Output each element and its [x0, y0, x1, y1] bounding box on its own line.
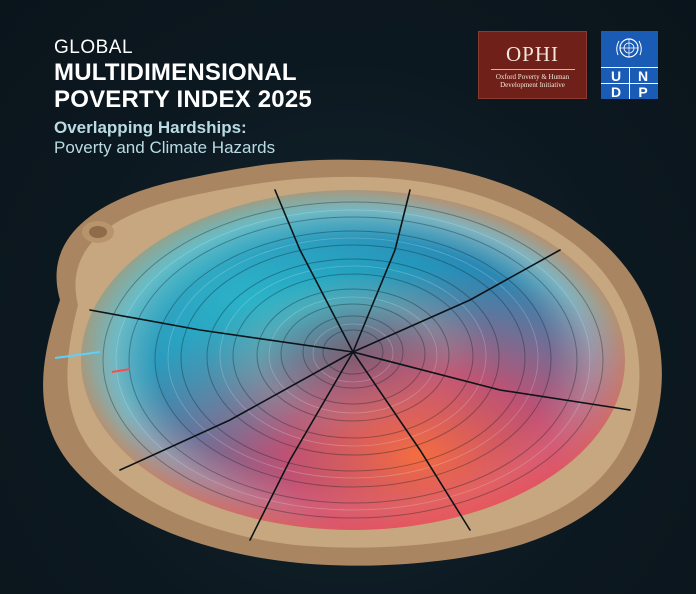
report-kicker: GLOBAL [54, 37, 134, 58]
report-subtitle-line-1: Overlapping Hardships: [54, 118, 247, 137]
undp-letter-d: D [610, 84, 622, 100]
ophi-logo: OPHI Oxford Poverty & Human Development … [478, 31, 587, 99]
undp-letter-p: P [638, 84, 648, 100]
ophi-logo-text: OPHI [505, 42, 559, 66]
ophi-logo-rule [490, 69, 575, 70]
undp-letter-n: N [637, 68, 649, 84]
undp-logo: U N D P [601, 31, 658, 99]
un-emblem-icon [616, 38, 642, 58]
report-title-line-1: MULTIDIMENSIONAL [54, 59, 297, 86]
undp-divider-horizontal [601, 67, 658, 68]
report-title-line-2: POVERTY INDEX 2025 [54, 86, 312, 113]
ophi-logo-subtitle: Oxford Poverty & Human Development Initi… [495, 73, 570, 89]
undp-letter-u: U [610, 68, 622, 84]
report-subtitle-line-2: Poverty and Climate Hazards [54, 138, 276, 157]
undp-divider-middle [601, 83, 658, 84]
title-block: GLOBAL MULTIDIMENSIONAL POVERTY INDEX 20… [54, 37, 312, 158]
